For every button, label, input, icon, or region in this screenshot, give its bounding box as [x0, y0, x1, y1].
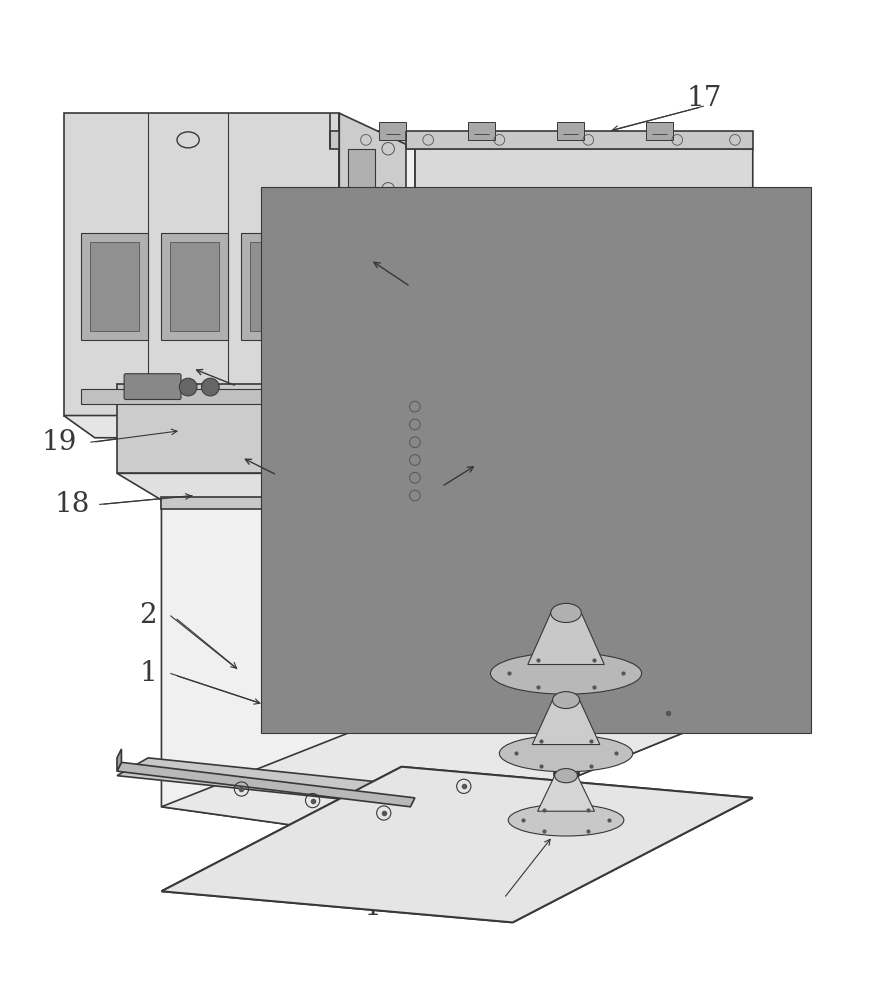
Polygon shape	[533, 700, 599, 745]
Bar	[646, 122, 673, 140]
Bar	[81, 233, 148, 340]
Polygon shape	[117, 384, 370, 473]
Text: 18: 18	[54, 491, 90, 518]
Ellipse shape	[469, 448, 503, 472]
Polygon shape	[63, 416, 370, 438]
Circle shape	[179, 378, 197, 396]
Polygon shape	[406, 393, 535, 509]
Ellipse shape	[461, 442, 510, 478]
Polygon shape	[528, 613, 604, 665]
Text: 4: 4	[361, 894, 379, 921]
Circle shape	[373, 564, 387, 578]
Text: 17: 17	[686, 85, 722, 112]
Polygon shape	[161, 673, 753, 842]
Bar	[251, 242, 300, 331]
Ellipse shape	[491, 653, 641, 694]
Bar	[738, 555, 748, 571]
Polygon shape	[63, 113, 339, 416]
Bar	[161, 233, 228, 340]
Bar	[396, 609, 412, 622]
Ellipse shape	[552, 692, 580, 709]
Bar	[90, 242, 139, 331]
Ellipse shape	[550, 603, 582, 622]
Ellipse shape	[508, 804, 624, 836]
Polygon shape	[538, 776, 594, 811]
Polygon shape	[117, 762, 415, 807]
Bar	[396, 556, 412, 568]
Text: 19: 19	[42, 429, 77, 456]
Circle shape	[202, 378, 219, 396]
Polygon shape	[161, 497, 406, 509]
Text: 2: 2	[139, 602, 157, 629]
Polygon shape	[117, 749, 121, 771]
Bar	[379, 122, 406, 140]
Circle shape	[343, 229, 388, 273]
Polygon shape	[339, 113, 370, 438]
Polygon shape	[415, 149, 753, 842]
Bar	[558, 122, 584, 140]
Polygon shape	[161, 411, 415, 500]
Polygon shape	[161, 149, 415, 842]
Bar	[242, 233, 308, 340]
Bar	[468, 122, 495, 140]
Circle shape	[350, 235, 382, 267]
Polygon shape	[117, 473, 415, 500]
Polygon shape	[81, 389, 330, 404]
Ellipse shape	[500, 735, 632, 772]
Bar	[170, 242, 219, 331]
Bar	[738, 457, 748, 473]
Polygon shape	[161, 767, 753, 922]
Polygon shape	[117, 758, 446, 807]
Ellipse shape	[555, 769, 577, 783]
Bar	[348, 149, 375, 389]
Polygon shape	[339, 113, 406, 451]
Circle shape	[373, 622, 387, 636]
FancyBboxPatch shape	[124, 374, 181, 400]
Polygon shape	[330, 131, 753, 149]
FancyBboxPatch shape	[261, 187, 811, 733]
Text: 1: 1	[139, 660, 157, 687]
